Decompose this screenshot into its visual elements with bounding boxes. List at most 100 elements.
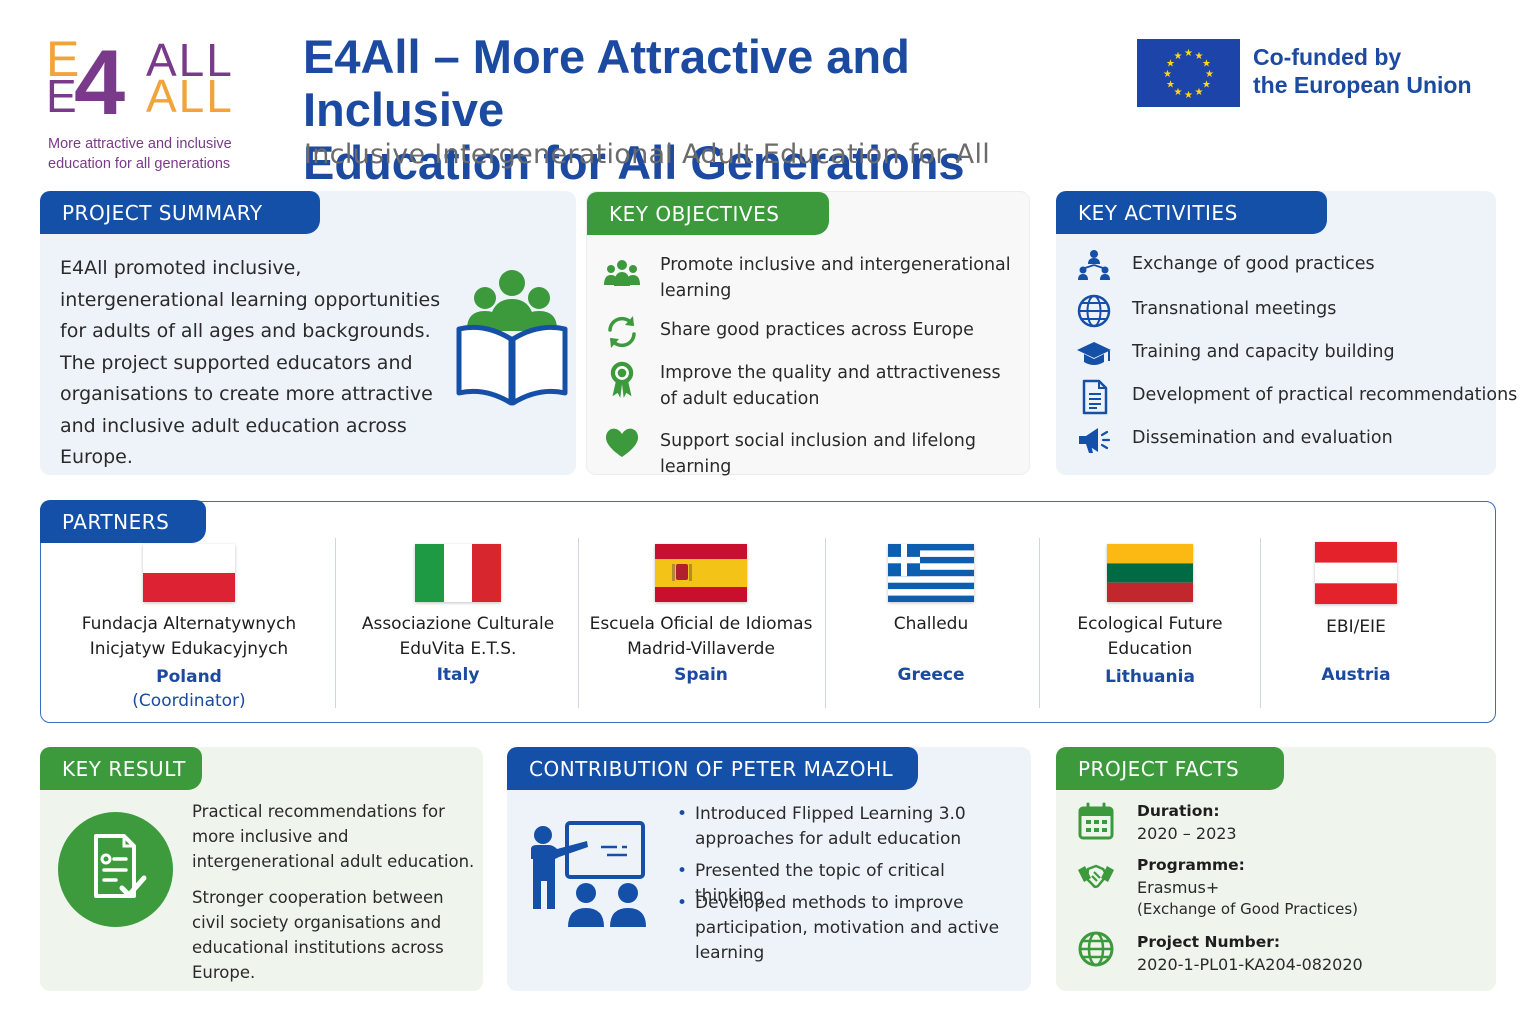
people-group-icon	[604, 260, 640, 286]
key-result-heading: KEY RESULT	[40, 747, 202, 790]
objective-text: Share good practices across Europe	[660, 320, 974, 340]
partner-name: Ecological Future Education	[1056, 612, 1244, 662]
svg-text:★: ★	[1195, 87, 1204, 98]
calendar-icon	[1078, 802, 1114, 840]
partner-divider	[335, 538, 336, 708]
partner-name-line: Associazione Culturale	[361, 614, 555, 634]
spain-flag-icon	[655, 544, 747, 602]
people-book-icon	[456, 270, 568, 406]
fact-note: (Exchange of Good Practices)	[1137, 900, 1358, 918]
partner-divider	[1039, 538, 1040, 708]
page-title: E4All – More Attractive and Inclusive Ed…	[303, 30, 1123, 189]
partner-name-line: EBI/EIE	[1326, 617, 1386, 637]
graduation-cap-icon	[1077, 342, 1111, 365]
heart-icon	[605, 428, 639, 457]
activity-text: Exchange of good practices	[1132, 254, 1375, 274]
svg-text:★: ★	[1166, 80, 1175, 91]
e4all-logo: E E 4 ALL ALL	[46, 30, 266, 180]
activity-text: Training and capacity building	[1132, 342, 1395, 362]
project-facts-heading: PROJECT FACTS	[1056, 747, 1284, 790]
partners-heading: PARTNERS	[40, 500, 206, 543]
fact-value: 2020-1-PL01-KA204-082020	[1137, 955, 1363, 974]
partner-name: Escuela Oficial de Idiomas Madrid-Villav…	[586, 612, 816, 662]
partner-name-line: EduVita E.T.S.	[399, 639, 517, 659]
partner-name: Fundacja Alternatywnych Inicjatyw Edukac…	[79, 612, 299, 662]
logo-e-top: E	[46, 31, 79, 87]
svg-text:★: ★	[1174, 87, 1183, 98]
project-summary-heading: PROJECT SUMMARY	[40, 191, 320, 234]
key-result-text-2: Stronger cooperation between civil socie…	[192, 888, 444, 982]
checklist-document-icon	[58, 812, 173, 927]
project-summary-text: E4All promoted inclusive, intergeneratio…	[60, 257, 441, 468]
svg-text:★: ★	[1202, 59, 1211, 70]
partner-name: Associazione Culturale EduVita E.T.S.	[348, 612, 568, 662]
logo-digit: 4	[74, 32, 125, 130]
eu-flag-icon: ★ ★ ★ ★ ★ ★ ★ ★ ★ ★ ★ ★	[1137, 39, 1240, 107]
svg-text:★: ★	[1202, 80, 1211, 91]
page-title-line-1: E4All – More Attractive and Inclusive	[303, 30, 910, 136]
fact-value: 2020 – 2023	[1137, 824, 1237, 843]
logo-tagline-line-2: education for all generations	[48, 156, 231, 172]
svg-text:★: ★	[1184, 90, 1193, 101]
logo-tagline: More attractive and inclusive education …	[48, 134, 278, 174]
fact-label: Duration:	[1137, 802, 1220, 820]
partner-name: EBI/EIE	[1271, 615, 1441, 640]
activity-item: Development of practical recommendations	[1056, 379, 1517, 415]
key-activities-heading: KEY ACTIVITIES	[1056, 191, 1327, 234]
activity-text: Development of practical recommendations	[1132, 385, 1518, 405]
partner-divider	[578, 538, 579, 708]
objective-text: Improve the quality and attractiveness o…	[660, 363, 1001, 409]
key-result-card: KEY RESULT Practical recommendations for…	[40, 747, 483, 991]
objective-text: Support social inclusion and lifelong le…	[660, 431, 976, 477]
key-objectives-heading: KEY OBJECTIVES	[587, 192, 829, 235]
key-result-text-1: Practical recommendations for more inclu…	[192, 802, 475, 871]
partner-country: Poland	[156, 667, 222, 687]
fact-value: Erasmus+	[1137, 878, 1220, 897]
contribution-heading: CONTRIBUTION OF PETER MAZOHL	[507, 747, 918, 790]
svg-text:★: ★	[1163, 69, 1172, 80]
partner-name-line: Education	[1107, 639, 1193, 659]
partner-role: (Coordinator)	[132, 691, 246, 711]
partner-item: Escuela Oficial de Idiomas Madrid-Villav…	[586, 538, 816, 708]
activity-item: Training and capacity building	[1056, 336, 1496, 372]
eu-cofunded-text: Co-funded by the European Union	[1253, 43, 1472, 99]
italy-flag-icon	[415, 544, 501, 602]
partner-divider	[825, 538, 826, 708]
poland-flag-icon	[143, 544, 235, 602]
activity-item: Transnational meetings	[1056, 293, 1496, 329]
activity-text: Transnational meetings	[1132, 299, 1337, 319]
document-icon	[1082, 379, 1108, 415]
key-objectives-card: KEY OBJECTIVES Promote inclusive and int…	[586, 191, 1030, 477]
svg-text:★: ★	[1205, 69, 1214, 80]
objective-text: Promote inclusive and intergenerational …	[660, 255, 1011, 301]
fact-label: Programme:	[1137, 856, 1245, 874]
partner-country: Greece	[897, 665, 965, 685]
partner-name: Challedu	[841, 612, 1021, 637]
refresh-arrows-icon	[608, 316, 636, 348]
contribution-card: CONTRIBUTION OF PETER MAZOHL Introduced …	[507, 747, 1031, 991]
svg-text:★: ★	[1184, 48, 1193, 59]
partner-name-line: Challedu	[893, 614, 969, 634]
partner-country: Italy	[436, 665, 480, 685]
globe-icon	[1077, 294, 1111, 328]
partner-item: Associazione Culturale EduVita E.T.S. It…	[348, 538, 568, 708]
partner-divider	[1260, 538, 1261, 708]
partner-item: EBI/EIE Austria	[1271, 538, 1441, 708]
partner-name-line: Escuela Oficial de Idiomas	[589, 614, 813, 634]
partner-country: Lithuania	[1105, 667, 1195, 687]
teacher-presentation-icon	[531, 821, 646, 927]
key-activities-card: KEY ACTIVITIES Exchange of good practice…	[1056, 191, 1517, 475]
activity-item: Exchange of good practices	[1056, 248, 1496, 284]
logo-all-bottom: ALL	[146, 70, 234, 122]
award-rosette-icon	[610, 361, 634, 398]
partner-name-line: Madrid-Villaverde	[627, 639, 775, 659]
network-people-icon	[1078, 250, 1110, 280]
austria-flag-icon	[1315, 542, 1397, 604]
eu-text-line-2: the European Union	[1253, 72, 1472, 98]
partner-name-line: Inicjatyw Edukacyjnych	[89, 639, 289, 659]
eu-text-line-1: Co-funded by	[1253, 44, 1402, 70]
page-title-line-2: Education for All Generations	[303, 136, 965, 189]
logo-all-top: ALL	[146, 34, 234, 86]
globe-grid-icon	[1078, 931, 1114, 967]
activity-item: Dissemination and evaluation	[1056, 422, 1496, 458]
